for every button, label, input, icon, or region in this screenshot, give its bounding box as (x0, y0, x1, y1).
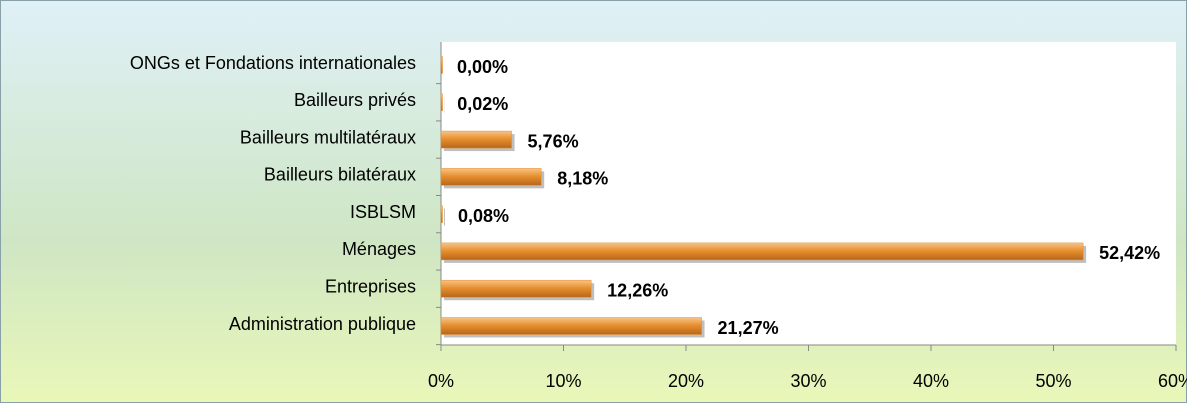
bar (440, 130, 512, 149)
y-tick-label: Bailleurs multilatéraux (240, 127, 416, 147)
bar (440, 242, 1084, 261)
y-tick-label: Ménages (342, 239, 416, 259)
x-tick-label: 40% (913, 371, 949, 391)
value-label: 5,76% (528, 131, 579, 151)
value-label: 0,02% (457, 94, 508, 114)
x-tick-label: 60% (1158, 371, 1187, 391)
x-tick-label: 10% (545, 371, 581, 391)
x-tick-label: 50% (1035, 371, 1071, 391)
value-label: 21,27% (718, 318, 779, 338)
value-label: 12,26% (607, 280, 668, 300)
value-label: 8,18% (557, 169, 608, 189)
x-tick-label: 0% (428, 371, 454, 391)
y-tick-label: Administration publique (229, 314, 416, 334)
value-label: 0,08% (458, 206, 509, 226)
bar (440, 205, 443, 223)
y-tick-label: ISBLSM (350, 202, 416, 222)
bar-shadow (444, 208, 445, 226)
value-label: 52,42% (1099, 243, 1160, 263)
bar (440, 56, 443, 74)
bar (440, 279, 592, 298)
bar (440, 317, 702, 335)
x-tick-label: 20% (668, 371, 704, 391)
y-tick-label: Entreprises (325, 276, 416, 296)
bar (440, 168, 542, 186)
y-tick-label: Bailleurs privés (294, 90, 416, 110)
y-tick-label: Bailleurs bilatéraux (264, 165, 416, 185)
value-label: 0,00% (457, 57, 508, 77)
x-tick-label: 30% (790, 371, 826, 391)
y-tick-label: ONGs et Fondations internationales (130, 53, 416, 73)
bar (440, 93, 443, 112)
